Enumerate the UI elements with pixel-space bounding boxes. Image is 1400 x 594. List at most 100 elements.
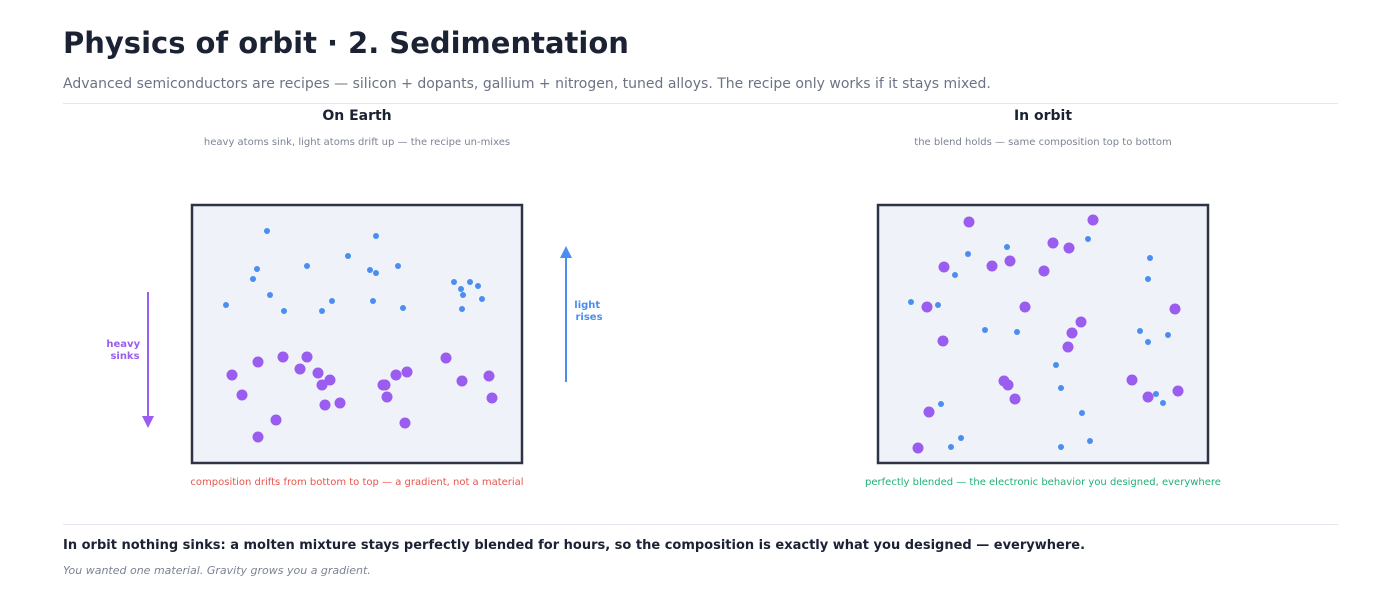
light-atom <box>938 401 944 407</box>
light-atom <box>281 308 287 314</box>
heavy-atom <box>1038 265 1050 277</box>
heavy-atom <box>399 417 411 429</box>
light-atom <box>1079 410 1085 416</box>
heavy-atom <box>324 374 336 386</box>
panel-orbit-heading: In orbit <box>1014 108 1072 124</box>
heavy-atom <box>912 442 924 454</box>
light-atom <box>345 253 351 259</box>
heavy-atom <box>486 392 498 404</box>
light-atom <box>1147 255 1153 261</box>
heavy-atom <box>1066 327 1078 339</box>
panel-earth-caption: heavy atoms sink, light atoms drift up —… <box>204 137 510 148</box>
heavy-atom <box>252 431 264 443</box>
heavy-atom <box>316 379 328 391</box>
panel-earth-footer: composition drifts from bottom to top — … <box>190 477 523 488</box>
heavy-atom <box>294 363 306 375</box>
light-atom <box>1165 332 1171 338</box>
light-atom <box>1004 244 1010 250</box>
title-section: 2. Sedimentation <box>348 26 629 60</box>
light-atom <box>479 296 485 302</box>
light-atom <box>1153 391 1159 397</box>
orbit-atoms <box>908 214 1184 454</box>
bottom-divider <box>63 524 1338 525</box>
heavy-atom <box>440 352 452 364</box>
heavy-atom <box>319 399 331 411</box>
light-atom <box>1160 400 1166 406</box>
heavy-atom <box>270 414 282 426</box>
heavy-atom <box>483 370 495 382</box>
heavy-atom <box>1075 316 1087 328</box>
heavy-atom <box>986 260 998 272</box>
heavy-atom <box>277 351 289 363</box>
light-atom <box>329 298 335 304</box>
earth-atoms <box>223 228 498 443</box>
heavy-atom <box>236 389 248 401</box>
earth-chamber <box>190 203 524 465</box>
light-atom <box>958 435 964 441</box>
light-atom <box>223 302 229 308</box>
heavy-sinks-label: heavy sinks <box>106 339 143 362</box>
light-atom <box>1058 444 1064 450</box>
light-atom <box>373 270 379 276</box>
light-atom <box>965 251 971 257</box>
light-atom <box>304 263 310 269</box>
light-atom <box>952 272 958 278</box>
light-atom <box>467 279 473 285</box>
light-atom <box>267 292 273 298</box>
light-atom <box>451 279 457 285</box>
light-atom <box>1145 339 1151 345</box>
top-divider <box>63 103 1338 104</box>
light-atom <box>370 298 376 304</box>
orbit-chamber <box>876 203 1210 465</box>
heavy-atom <box>334 397 346 409</box>
light-atom <box>948 444 954 450</box>
light-atom <box>475 283 481 289</box>
heavy-atom <box>226 369 238 381</box>
heavy-atom <box>390 369 402 381</box>
heavy-atom <box>1004 255 1016 267</box>
light-atom <box>319 308 325 314</box>
title-separator: · <box>326 26 339 60</box>
heavy-atom <box>379 379 391 391</box>
light-atom <box>1085 236 1091 242</box>
heavy-atom <box>1169 303 1181 315</box>
heavy-atom <box>312 367 324 379</box>
heavy-atom <box>252 356 264 368</box>
light-atom <box>264 228 270 234</box>
heavy-atom <box>963 216 975 228</box>
heavy-atom <box>937 335 949 347</box>
heavy-atom <box>1087 214 1099 226</box>
light-atom <box>367 267 373 273</box>
heavy-atom <box>1002 379 1014 391</box>
heavy-atom <box>1142 391 1154 403</box>
light-atom <box>1145 276 1151 282</box>
light-atom <box>1087 438 1093 444</box>
title-topic: Physics of orbit <box>63 26 317 60</box>
heavy-atom <box>938 261 950 273</box>
light-atom <box>373 233 379 239</box>
heavy-atom <box>301 351 313 363</box>
light-atom <box>1137 328 1143 334</box>
light-atom <box>395 263 401 269</box>
heavy-atom <box>1062 341 1074 353</box>
light-atom <box>1014 329 1020 335</box>
heavy-atom <box>381 391 393 403</box>
light-atom <box>908 299 914 305</box>
light-atom <box>935 302 941 308</box>
takeaway-text: In orbit nothing sinks: a molten mixture… <box>63 538 1086 553</box>
panel-earth: On Earth heavy atoms sink, light atoms d… <box>106 108 603 488</box>
light-atom <box>459 306 465 312</box>
light-atom <box>982 327 988 333</box>
light-atom <box>460 292 466 298</box>
heavy-atom <box>1126 374 1138 386</box>
heavy-atom <box>923 406 935 418</box>
panel-orbit-caption: the blend holds — same composition top t… <box>914 137 1171 148</box>
page-title: Physics of orbit · 2. Sedimentation <box>63 26 629 60</box>
heavy-atom <box>1063 242 1075 254</box>
heavy-atom <box>456 375 468 387</box>
heavy-atom <box>921 301 933 313</box>
light-rises-label: light rises <box>574 300 603 323</box>
light-atom <box>458 286 464 292</box>
light-atom <box>250 276 256 282</box>
panel-orbit-footer: perfectly blended — the electronic behav… <box>865 477 1221 488</box>
